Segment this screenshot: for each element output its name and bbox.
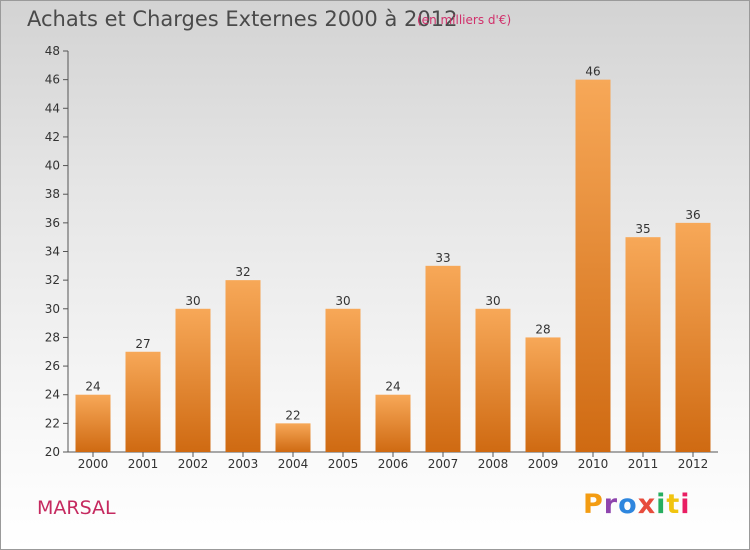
x-tick-label: 2003 xyxy=(228,457,259,471)
bar-value-label: 35 xyxy=(635,222,650,236)
bar xyxy=(225,280,261,452)
bar-value-label: 33 xyxy=(435,251,450,265)
bar xyxy=(125,351,161,452)
axes: 20 22 24 26 28 30 32 34 36 38 40 42 44 46 48 2000 2001 20… xyxy=(45,44,718,471)
x-tick-label: 2009 xyxy=(528,457,559,471)
y-tick-label: 42 xyxy=(45,130,60,144)
bar xyxy=(575,79,611,453)
city-name: MARSAL xyxy=(37,497,116,519)
bar xyxy=(475,308,511,452)
logo-letter: i xyxy=(656,489,667,520)
value-labels: 24 27 30 32 22 30 24 33 30 28 46 35 36 xyxy=(85,65,700,423)
y-tick-label: 22 xyxy=(45,416,60,430)
x-tick-label: 2004 xyxy=(278,457,309,471)
bar xyxy=(275,423,311,452)
y-tick-label: 40 xyxy=(45,159,60,173)
y-tick-label: 30 xyxy=(45,302,60,316)
logo-letter: i xyxy=(680,489,691,520)
y-tick-label: 48 xyxy=(45,44,60,58)
y-tick-label: 26 xyxy=(45,359,60,373)
y-tick-label: 44 xyxy=(45,101,60,115)
bar-value-label: 24 xyxy=(85,380,100,394)
x-tick-label: 2006 xyxy=(378,457,409,471)
bar-value-label: 36 xyxy=(685,208,700,222)
bar-value-label: 30 xyxy=(485,294,500,308)
bar xyxy=(425,265,461,452)
bar xyxy=(75,394,111,452)
bar-value-label: 32 xyxy=(235,265,250,279)
proxiti-logo: Proxiti xyxy=(583,489,691,520)
y-tick-label: 34 xyxy=(45,245,60,259)
chart-title: Achats et Charges Externes 2000 à 2012 xyxy=(27,7,458,31)
y-tick-label: 20 xyxy=(45,445,60,459)
y-tick-label: 36 xyxy=(45,216,60,230)
logo-letter: P xyxy=(583,489,604,520)
bar-value-label: 27 xyxy=(135,337,150,351)
bar xyxy=(625,237,661,452)
y-tick-label: 28 xyxy=(45,330,60,344)
bar xyxy=(375,394,411,452)
x-tick-label: 2007 xyxy=(428,457,459,471)
x-tick-label: 2012 xyxy=(678,457,709,471)
logo-letter: x xyxy=(637,489,657,520)
y-tick-label: 46 xyxy=(45,73,60,87)
x-tick-label: 2008 xyxy=(478,457,509,471)
logo-letter: t xyxy=(666,489,681,520)
x-tick-label: 2005 xyxy=(328,457,359,471)
x-tick-label: 2000 xyxy=(78,457,109,471)
bar xyxy=(525,337,561,452)
bar-value-label: 46 xyxy=(585,65,600,79)
bar xyxy=(175,308,211,452)
bar xyxy=(325,308,361,452)
bars xyxy=(75,79,711,453)
chart-unit: (en milliers d'€) xyxy=(417,13,512,27)
bar-value-label: 22 xyxy=(285,408,300,422)
bar xyxy=(675,222,711,452)
logo-letter: r xyxy=(603,489,619,520)
bar-value-label: 24 xyxy=(385,380,400,394)
y-tick-label: 32 xyxy=(45,273,60,287)
bar-value-label: 30 xyxy=(185,294,200,308)
y-tick-label: 38 xyxy=(45,187,60,201)
x-tick-label: 2010 xyxy=(578,457,609,471)
x-tick-label: 2001 xyxy=(128,457,159,471)
bar-value-label: 28 xyxy=(535,322,550,336)
x-tick-label: 2011 xyxy=(628,457,659,471)
bar-value-label: 30 xyxy=(335,294,350,308)
logo-letter: o xyxy=(618,489,638,520)
y-tick-label: 24 xyxy=(45,388,60,402)
x-tick-label: 2002 xyxy=(178,457,209,471)
